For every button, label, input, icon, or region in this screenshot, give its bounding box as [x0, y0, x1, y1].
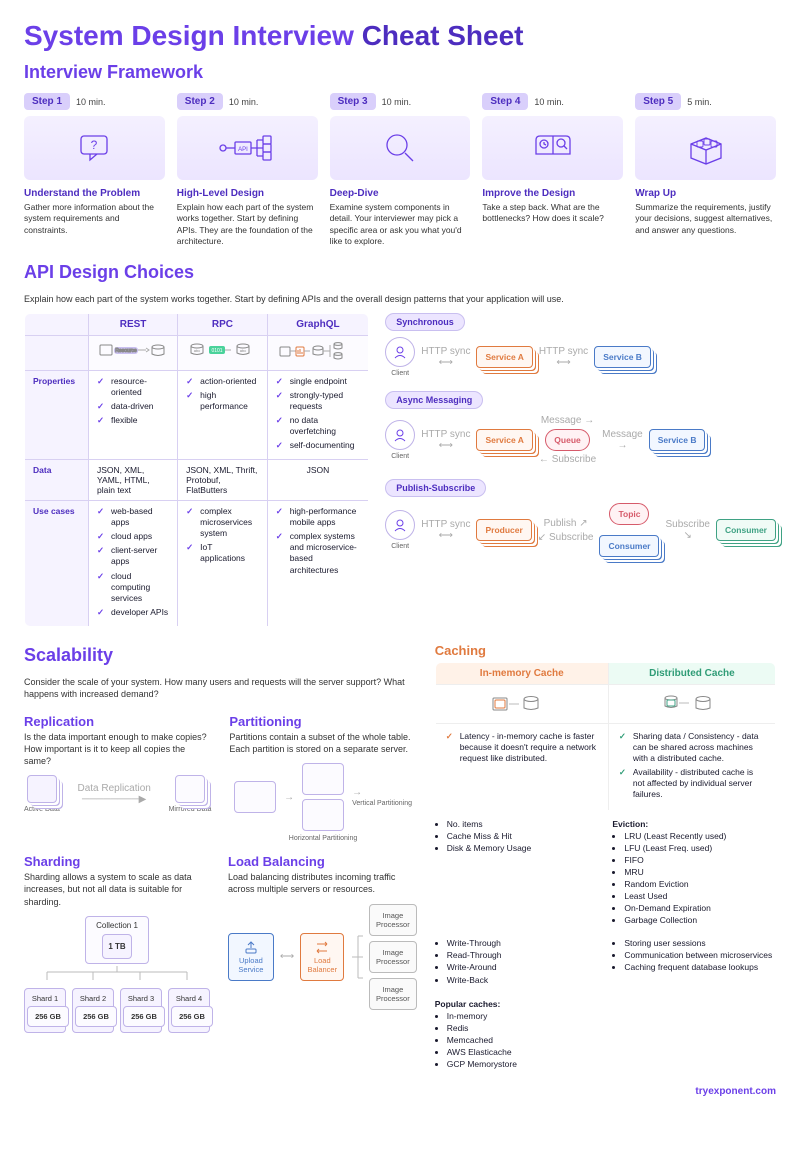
svg-text:abc: abc [240, 348, 246, 353]
section-framework: Interview Framework [24, 62, 776, 83]
section-scalability: Scalability [24, 645, 417, 666]
step-2: Step 210 min. API High-Level Design Expl… [177, 93, 318, 248]
step-5: Step 55 min. Wrap Up Summarize the requi… [635, 93, 776, 248]
messaging-diagrams: Synchronous Client HTTP sync⟷ Service A … [385, 313, 776, 627]
svg-text:Resource: Resource [115, 348, 137, 354]
api-icon-row: Resource abc 0101 abc [25, 336, 369, 371]
section-api: API Design Choices [24, 262, 776, 283]
loadbalancing-block: Load Balancing Load balancing distribute… [228, 848, 417, 1032]
sharding-block: Sharding Sharding allows a system to sca… [24, 848, 210, 1032]
page-title: System Design Interview Cheat Sheet [24, 20, 776, 52]
step-1: Step 110 min. ? Understand the Problem G… [24, 93, 165, 248]
step-3: Step 310 min. Deep-Dive Examine system c… [330, 93, 471, 248]
svg-text:API: API [238, 147, 248, 153]
user-icon [385, 420, 415, 450]
design-icon [482, 116, 623, 180]
footer-link[interactable]: tryexponent.com [24, 1086, 776, 1097]
api-icon: API [177, 116, 318, 180]
search-icon [330, 116, 471, 180]
svg-text:0101: 0101 [212, 348, 223, 354]
api-table: RESTRPCGraphQL Resource abc0101abc Prope… [24, 313, 369, 627]
partitioning-block: Partitioning Partitions contain a subset… [229, 708, 416, 842]
api-subtitle: Explain how each part of the system work… [24, 293, 776, 305]
svg-text:?: ? [91, 138, 98, 152]
box-icon [635, 116, 776, 180]
steps-row: Step 110 min. ? Understand the Problem G… [24, 93, 776, 248]
svg-text:abc: abc [194, 348, 200, 353]
replication-block: Replication Is the data important enough… [24, 708, 211, 842]
bubble-icon: ? [24, 116, 165, 180]
user-icon [385, 510, 415, 540]
user-icon [385, 337, 415, 367]
caching-block: Caching In-memory CacheDistributed Cache… [435, 637, 776, 1076]
step-4: Step 410 min. Improve the Design Take a … [482, 93, 623, 248]
